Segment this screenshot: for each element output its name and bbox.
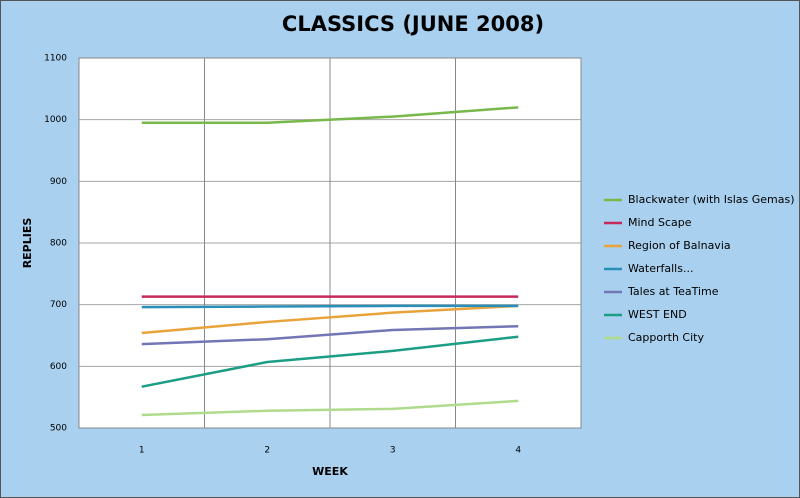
- y-tick-label: 1000: [44, 115, 67, 125]
- legend-label: Mind Scape: [628, 216, 692, 229]
- x-axis-label: WEEK: [312, 465, 348, 478]
- chart-title: CLASSICS (JUNE 2008): [282, 12, 544, 36]
- x-tick-label: 2: [264, 446, 270, 456]
- y-tick-label: 500: [50, 424, 67, 434]
- y-tick-label: 1100: [44, 54, 67, 64]
- legend-label: Region of Balnavia: [628, 239, 731, 252]
- x-tick-label: 3: [390, 446, 396, 456]
- y-axis-label: REPLIES: [21, 218, 34, 269]
- series-line: [141, 399, 519, 417]
- y-tick-label: 700: [50, 300, 67, 310]
- y-tick-label: 900: [50, 177, 67, 187]
- x-tick-label: 1: [139, 446, 145, 456]
- legend-label: Capporth City: [628, 331, 704, 344]
- legend-label: WEST END: [628, 308, 687, 321]
- y-tick-label: 600: [50, 362, 67, 372]
- legend-label: Tales at TeaTime: [627, 285, 719, 298]
- legend-label: Blackwater (with Islas Gemas): [628, 193, 795, 206]
- series-line: [141, 304, 519, 335]
- legend-label: Waterfalls...: [628, 262, 693, 275]
- plot-border: [78, 57, 582, 429]
- y-tick-label: 800: [50, 239, 67, 249]
- series-line: [141, 335, 519, 388]
- series-line: [141, 304, 519, 309]
- series-line: [141, 106, 519, 124]
- series-line: [141, 325, 519, 346]
- x-tick-label: 4: [515, 446, 521, 456]
